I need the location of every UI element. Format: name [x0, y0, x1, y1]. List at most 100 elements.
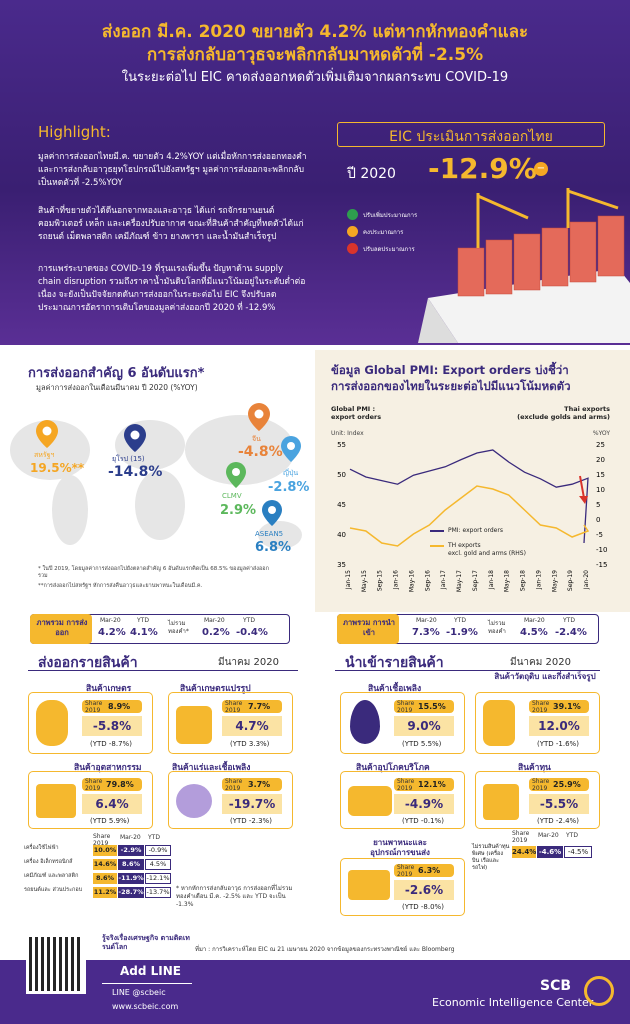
- export-item-industry-ytd: (YTD 5.9%): [90, 817, 130, 825]
- import-gold-label: ไม่รวม ทองคำ: [488, 620, 506, 635]
- down-arrow-icon: [347, 243, 358, 254]
- market-name-asean5: ASEAN5: [255, 530, 284, 538]
- brand-name: SCB: [540, 978, 572, 994]
- highlight-p3: การแพร่ระบาดของ COVID-19 ที่รุนแรงเพิ่มข…: [38, 264, 306, 313]
- brand-subtitle: Economic Intelligence Center: [432, 996, 594, 1009]
- pmi-left-unit: Unit: Index: [331, 430, 364, 437]
- x-tick-label: May-19: [551, 570, 558, 592]
- capital-goods-building-icon: [483, 784, 519, 820]
- import-item-capital-name: สินค้าทุน: [518, 763, 551, 773]
- pmi-title-2: การส่งออกของไทยในระยะต่อไปมีแนวโน้มหดตัว: [331, 379, 571, 393]
- export-table-row-ytd: -0.9%: [145, 845, 171, 856]
- cargo-ship-illustration: [418, 188, 630, 343]
- pmi-legend-1: PMI: export orders: [448, 527, 503, 534]
- export-item-industry-card: [28, 771, 153, 829]
- export-item-processed-share-label: Share 2019: [225, 700, 243, 714]
- export-gold-h1: Mar-20: [204, 617, 225, 624]
- x-tick-label: Sep-18: [520, 570, 527, 591]
- export-table-row-mar: 8.6%: [118, 859, 144, 870]
- export-goods-divider: [28, 670, 298, 671]
- export-item-agri-value: -5.8%: [82, 716, 142, 736]
- import-item-raw-ytd: (YTD -1.6%): [537, 740, 579, 748]
- import-item-capital-share: 25.9%: [553, 780, 581, 789]
- market-value-asean5: 6.8%: [255, 540, 292, 555]
- import-item-raw-card: [475, 692, 600, 754]
- import-item-raw-share-label: Share 2019: [532, 700, 550, 714]
- left-tick-label: 35: [337, 561, 346, 569]
- import-item-consumer-share-box: [394, 778, 454, 791]
- pmi-right-unit: %YOY: [592, 430, 610, 437]
- export-table-head-ytd: YTD: [148, 834, 160, 841]
- x-tick-label: Jan-19: [535, 570, 542, 590]
- import-v1: 7.3%: [412, 627, 440, 638]
- forecast-title: EIC ประเมินการส่งออกไทย: [389, 129, 553, 145]
- export-item-industry-name: สินค้าอุตสาหกรรม: [74, 763, 142, 773]
- x-tick-label: Jan-15: [345, 570, 352, 590]
- export-table-row-share: 11.2%: [93, 887, 117, 898]
- eggs-icon: [348, 786, 392, 816]
- export-gv1: 0.2%: [202, 627, 230, 638]
- import-item-fuel-share: 15.5%: [418, 702, 446, 711]
- footer-divider: [102, 983, 192, 984]
- market-name-clmv: CLMV: [222, 492, 242, 500]
- export-item-processed-ytd: (YTD 3.3%): [230, 740, 270, 748]
- markets-note-1: * ในปี 2019, โดยมูลค่าการส่งออกไปยังตลาด…: [38, 566, 269, 579]
- export-table-row-mar: -2.9%: [118, 845, 144, 856]
- import-item-consumer-card: [340, 771, 465, 829]
- pmi-legend-2b: excl. gold and arms (RHS): [448, 550, 526, 557]
- line-id-link[interactable]: LINE @scbeic: [112, 988, 166, 997]
- export-table-row-share: 10.0%: [93, 845, 117, 856]
- export-item-processed-name: สินค้าเกษตรแปรรูป: [180, 684, 251, 694]
- right-tick-label: -5: [596, 531, 603, 539]
- right-tick-label: 20: [596, 456, 605, 464]
- import-item-fuel-name: สินค้าเชื้อเพลิง: [368, 684, 422, 694]
- qr-code-icon[interactable]: [26, 934, 86, 994]
- drop-arrow-icon: [579, 475, 585, 499]
- decrease-icon: −: [534, 162, 548, 176]
- export-item-processed-share: 7.7%: [248, 702, 271, 711]
- usa-pin-icon: [36, 420, 58, 448]
- x-tick-label: Sep-16: [424, 570, 431, 591]
- europe-pin-icon: [124, 424, 146, 452]
- export-item-processed-share-box: [222, 700, 282, 713]
- add-line-button[interactable]: Add LINE: [120, 964, 181, 978]
- market-name-china: จีน: [252, 435, 261, 443]
- drop-arrow-head-icon: [579, 496, 588, 504]
- export-item-industry-share: 79.8%: [106, 780, 134, 789]
- right-tick-label: 5: [596, 501, 600, 509]
- truck-icon: [348, 870, 390, 900]
- export-table-row-name: เคมีภัณฑ์ และพลาสติก: [24, 873, 79, 879]
- right-tick-label: 0: [596, 516, 600, 524]
- import-item-raw-share-box: [529, 700, 589, 713]
- import-summary-label-box: [337, 614, 399, 644]
- thai-exports-series-line: [349, 485, 590, 547]
- pmi-legend-2a: TH exports: [448, 542, 481, 549]
- website-link[interactable]: www.scbeic.com: [112, 1002, 179, 1011]
- export-table-head-share: Share 2019: [93, 833, 111, 847]
- corn-icon: [36, 700, 68, 746]
- export-item-mineral-value: -19.7%: [222, 794, 282, 814]
- export-table-row-share: 14.6%: [93, 859, 117, 870]
- import-item-vehicle-share-box: [394, 864, 454, 877]
- market-value-europe: -14.8%: [108, 464, 163, 480]
- right-tick-label: 25: [596, 441, 605, 449]
- export-h1: Mar-20: [100, 617, 121, 624]
- export-item-mineral-share-box: [222, 778, 282, 791]
- source-note: ที่มา : การวิเคราะห์โดย EIC ณ 21 เมษายน …: [195, 946, 455, 953]
- export-table-row-name: รถยนต์และ ส่วนประกอบ: [24, 887, 83, 893]
- import-h1: Mar-20: [416, 617, 437, 624]
- import-item-vehicle-share: 6.3%: [418, 866, 441, 875]
- right-tick-label: -10: [596, 546, 607, 554]
- import-h2: YTD: [454, 617, 466, 624]
- asean5-pin-icon: [262, 500, 282, 526]
- import-item-capital-share-label: Share 2019: [532, 778, 550, 792]
- import-goods-title: นำเข้ารายสินค้า: [345, 655, 444, 671]
- import-item-consumer-share-label: Share 2019: [397, 778, 415, 792]
- x-tick-label: May-16: [408, 570, 415, 592]
- export-item-processed-card: [168, 692, 293, 754]
- import-item-fuel-share-label: Share 2019: [397, 700, 415, 714]
- x-tick-label: Jan-17: [440, 570, 447, 590]
- export-table-row-share: 8.6%: [93, 873, 117, 884]
- market-name-europe: ยุโรป (15): [112, 455, 145, 463]
- highlight-title: Highlight:: [38, 123, 111, 141]
